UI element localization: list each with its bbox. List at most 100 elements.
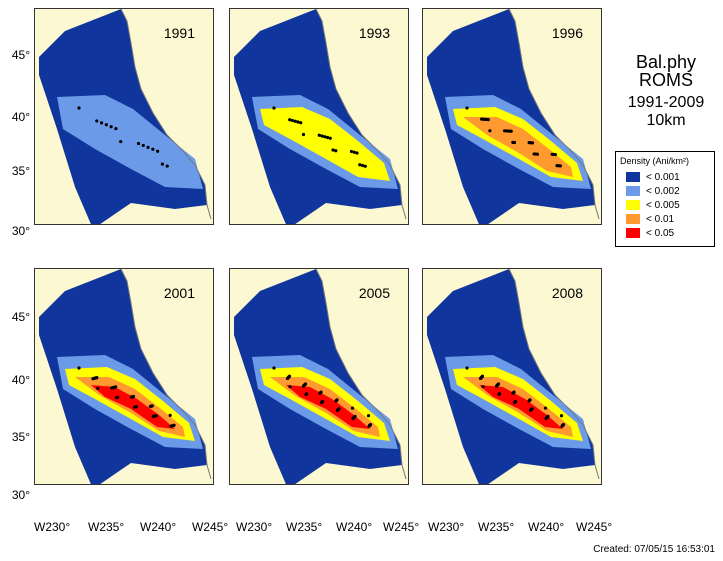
lon-tick-label: W235° — [478, 520, 515, 534]
sighting-dot — [136, 141, 141, 146]
panel-year-label: 2001 — [163, 285, 195, 301]
sighting-dot — [114, 385, 118, 389]
map-title-line1: Bal.phy — [635, 52, 697, 72]
lon-tick-label: W235° — [286, 520, 323, 534]
sighting-dot — [513, 399, 518, 404]
sighting-dot — [465, 106, 469, 110]
legend-item: < 0.05 — [626, 228, 674, 240]
sighting-dot — [114, 127, 118, 131]
sighting-dot — [528, 398, 532, 402]
sighting-dot — [331, 148, 335, 152]
lon-tick-label: W240° — [140, 520, 177, 534]
legend-item: < 0.001 — [626, 172, 680, 184]
sighting-dot — [293, 119, 297, 123]
sighting-dot — [559, 414, 564, 418]
lon-tick-label: W230° — [428, 520, 465, 534]
sighting-dot — [553, 152, 557, 157]
sighting-dot — [546, 414, 550, 418]
density-zone — [260, 107, 390, 181]
density-zone — [479, 385, 563, 429]
legend-label: < 0.05 — [646, 228, 675, 239]
lat-tick-label: 35° — [11, 430, 30, 444]
map-panel-2008: 2008 — [422, 268, 602, 485]
sighting-dot — [77, 106, 81, 110]
lat-tick-label: 30° — [11, 224, 30, 238]
sighting-dot — [99, 121, 104, 125]
sighting-dot — [172, 423, 176, 427]
sighting-dot — [301, 132, 306, 137]
lat-tick-label: 35° — [11, 164, 30, 178]
map-panel-1996: 1996 — [422, 8, 602, 225]
map-panel-2005: 2005 — [229, 268, 409, 485]
sighting-dot — [165, 164, 169, 168]
sighting-dot — [104, 123, 108, 127]
legend-swatch — [626, 186, 640, 197]
sighting-dot — [512, 140, 517, 145]
coastline — [508, 9, 600, 220]
sighting-dot — [335, 398, 339, 402]
sighting-dot — [288, 385, 292, 389]
density-map — [427, 269, 600, 484]
sighting-dot — [131, 394, 136, 399]
legend-label: < 0.002 — [646, 186, 680, 197]
sighting-dot — [119, 139, 123, 144]
legend-swatch — [626, 172, 640, 183]
panel-year-label: 1991 — [163, 25, 195, 41]
sighting-dot — [290, 118, 295, 123]
legend-label: < 0.01 — [646, 214, 675, 225]
density-map — [39, 9, 212, 224]
sighting-dot — [160, 162, 165, 166]
lon-tick-label: W240° — [336, 520, 373, 534]
sighting-dot — [156, 149, 160, 153]
legend-label: < 0.001 — [646, 172, 680, 183]
sighting-dot — [317, 133, 321, 137]
sighting-dot — [337, 407, 341, 411]
density-map — [427, 9, 600, 224]
sighting-dot — [368, 422, 373, 427]
sighting-dot — [349, 149, 354, 154]
sighting-dot — [95, 375, 99, 380]
sighting-dot — [543, 406, 548, 410]
lat-tick-label: 45° — [11, 310, 30, 324]
legend-item: < 0.005 — [626, 200, 680, 212]
map-panel-2001: 2001 — [34, 268, 214, 485]
sighting-dot — [328, 136, 332, 140]
legend-title: Density (Ani/km²) — [620, 156, 690, 166]
sighting-dot — [296, 120, 300, 124]
created-timestamp: Created: 07/05/15 16:53:01 — [593, 544, 715, 555]
sighting-dot — [360, 163, 365, 168]
legend-swatch — [626, 228, 640, 239]
sighting-dot — [535, 152, 540, 156]
coastline — [315, 9, 407, 220]
lon-tick-label: W245° — [576, 520, 613, 534]
map-title-line3: 1991-2009 10km — [627, 94, 705, 129]
sighting-dot — [115, 395, 120, 399]
sighting-dot — [96, 386, 100, 390]
legend-label: < 0.005 — [646, 200, 680, 211]
density-map — [234, 9, 407, 224]
sighting-dot — [481, 385, 485, 389]
lat-tick-label: 40° — [11, 110, 30, 124]
sighting-dot — [497, 392, 502, 396]
sighting-dot — [509, 129, 513, 133]
density-map — [234, 269, 407, 484]
legend-swatch — [626, 200, 640, 211]
density-map — [39, 269, 212, 484]
sighting-dot — [325, 135, 330, 140]
lon-tick-label: W245° — [383, 520, 420, 534]
sighting-dot — [558, 164, 562, 168]
sighting-dot — [358, 163, 362, 167]
map-panel-1993: 1993 — [229, 8, 409, 225]
sighting-dot — [272, 366, 276, 370]
sighting-dot — [350, 406, 355, 410]
sighting-dot — [480, 374, 485, 378]
sighting-dot — [134, 405, 139, 409]
sighting-dot — [352, 150, 356, 154]
map-title-line2: ROMS — [639, 70, 693, 90]
sighting-dot — [323, 135, 327, 139]
legend-item: < 0.01 — [626, 214, 674, 226]
density-legend: Density (Ani/km²) < 0.001 < 0.002 < 0.00… — [615, 151, 715, 247]
coastline — [315, 269, 407, 480]
sighting-dot — [77, 366, 81, 370]
sighting-dot — [530, 141, 535, 145]
